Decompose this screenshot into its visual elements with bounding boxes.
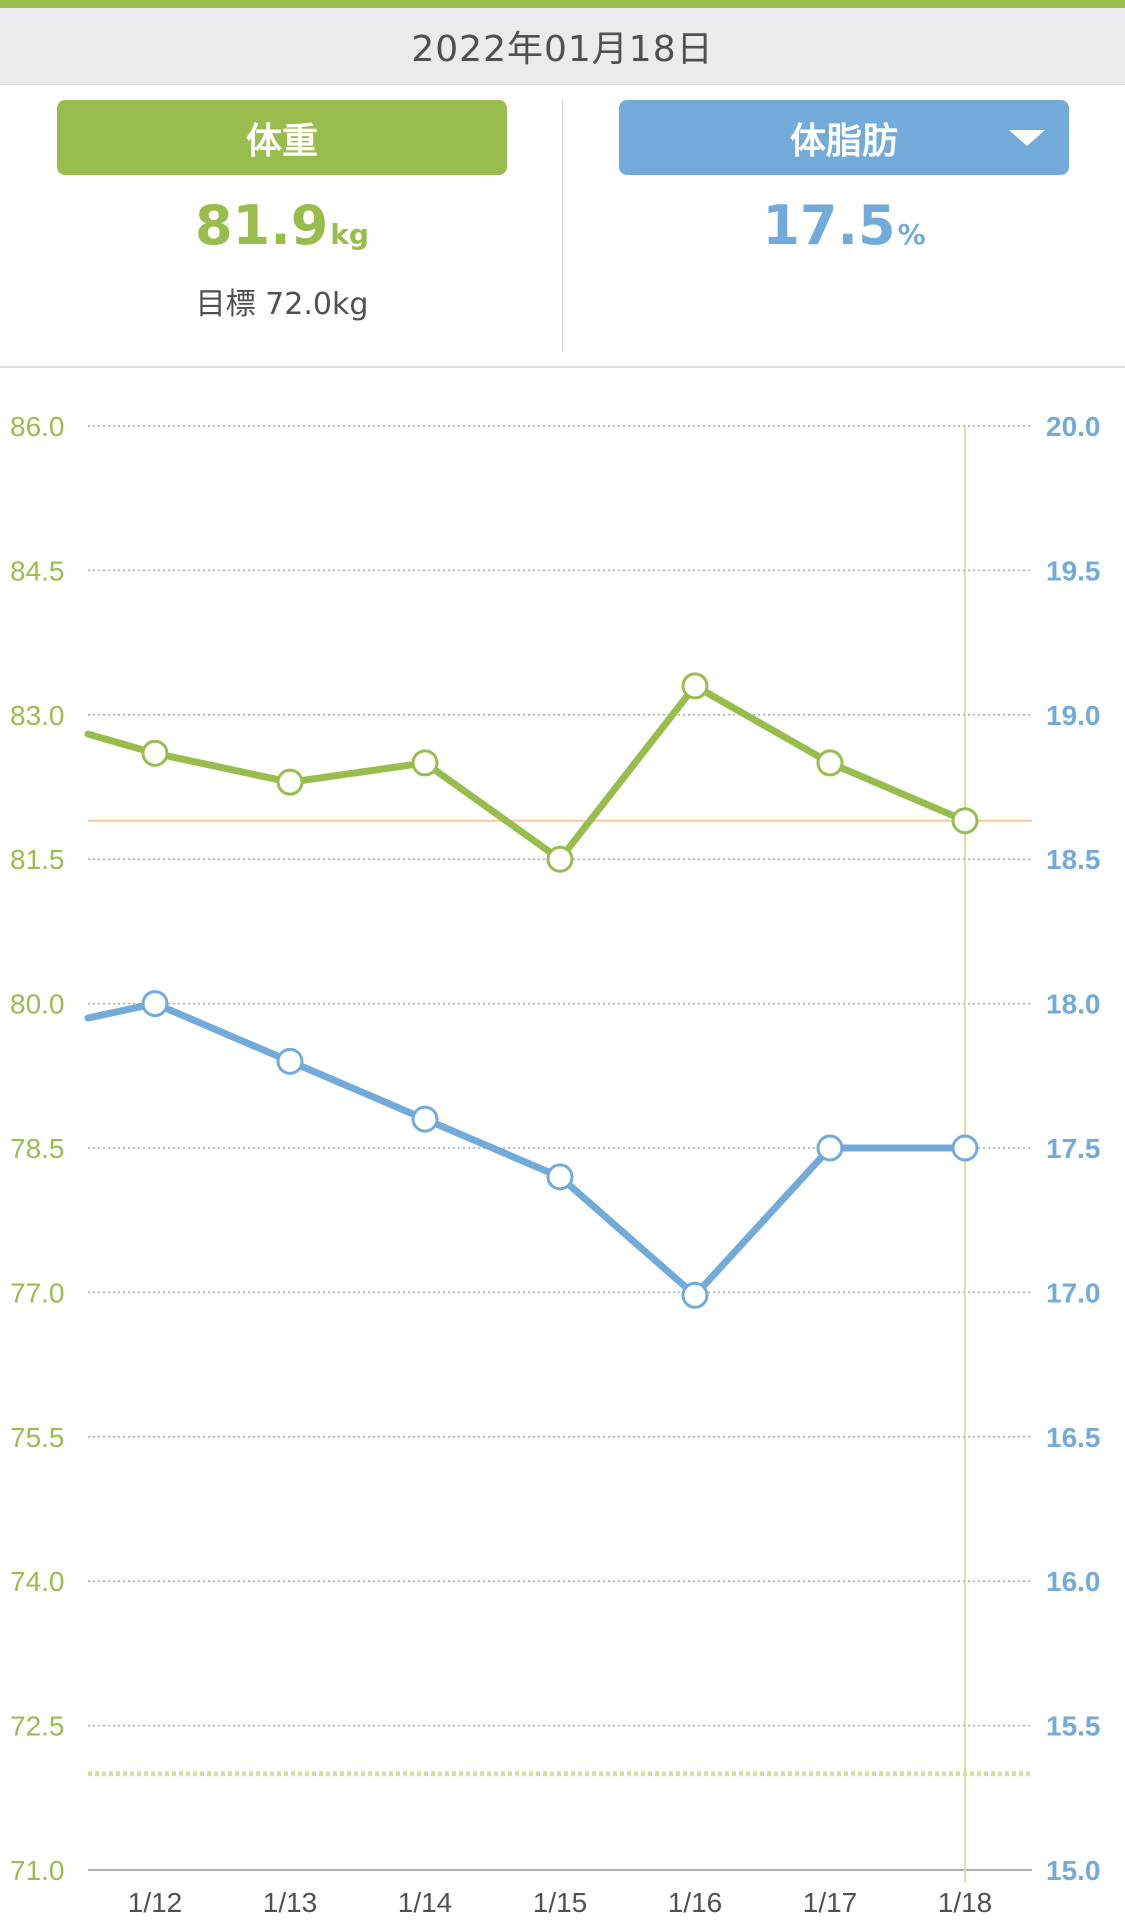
weight-number: 81.9 (195, 194, 329, 257)
data-point (276, 768, 304, 796)
right-axis-tick: 15.0 (1046, 1855, 1101, 1886)
data-point (951, 1134, 979, 1162)
left-axis-tick: 78.5 (10, 1133, 65, 1164)
series-line-0 (84, 682, 969, 863)
left-axis-tick: 77.0 (10, 1277, 65, 1308)
date-header: 2022年01月18日 (0, 8, 1125, 85)
left-axis-tick: 86.0 (10, 411, 65, 442)
series-line-1 (84, 1000, 969, 1299)
data-point (411, 1105, 439, 1133)
weight-value: 81.9kg (57, 199, 507, 253)
right-axis-tick: 19.0 (1046, 700, 1101, 731)
top-accent-bar (0, 0, 1125, 8)
x-axis-tick: 1/17 (803, 1887, 858, 1918)
weight-button-label: 体重 (245, 120, 318, 162)
data-point (681, 672, 709, 700)
data-point (546, 845, 574, 873)
data-point (951, 807, 979, 835)
right-axis-tick: 20.0 (1046, 411, 1101, 442)
body-fat-value: 17.5% (619, 199, 1069, 253)
date-label: 2022年01月18日 (411, 29, 714, 70)
left-axis-tick: 80.0 (10, 989, 65, 1020)
x-axis-tick: 1/16 (668, 1887, 723, 1918)
data-point (681, 1281, 709, 1309)
data-point (546, 1163, 574, 1191)
body-fat-panel: 体脂肪 17.5% (619, 100, 1069, 360)
left-axis-tick: 71.0 (10, 1855, 65, 1886)
data-point (816, 749, 844, 777)
body-fat-dropdown-button[interactable]: 体脂肪 (619, 100, 1069, 175)
left-axis-tick: 75.5 (10, 1422, 65, 1453)
left-axis-tick: 72.5 (10, 1711, 65, 1742)
caret-down-icon (1009, 130, 1045, 146)
right-axis-tick: 16.0 (1046, 1566, 1101, 1597)
left-axis-tick: 83.0 (10, 700, 65, 731)
goal-weight: 目標 72.0kg (195, 287, 369, 322)
right-axis-tick: 18.5 (1046, 844, 1101, 875)
right-axis-tick: 17.5 (1046, 1133, 1101, 1164)
weight-unit: kg (330, 218, 369, 251)
data-point (141, 739, 169, 767)
left-axis-tick: 81.5 (10, 844, 65, 875)
right-axis-tick: 17.0 (1046, 1277, 1101, 1308)
right-axis-tick: 15.5 (1046, 1711, 1101, 1742)
x-axis-tick: 1/15 (533, 1887, 588, 1918)
x-axis-tick: 1/12 (128, 1887, 183, 1918)
data-point (276, 1047, 304, 1075)
left-axis-tick: 74.0 (10, 1566, 65, 1597)
right-axis-tick: 18.0 (1046, 989, 1101, 1020)
data-point (411, 749, 439, 777)
x-axis-tick: 1/14 (398, 1887, 453, 1918)
weight-button[interactable]: 体重 (57, 100, 507, 175)
right-axis-tick: 16.5 (1046, 1422, 1101, 1453)
body-fat-unit: % (897, 218, 926, 251)
x-axis-tick: 1/13 (263, 1887, 318, 1918)
body-fat-button-label: 体脂肪 (789, 120, 898, 162)
panel-divider (562, 100, 563, 352)
data-point (816, 1134, 844, 1162)
x-axis-tick: 1/18 (938, 1887, 993, 1918)
weight-panel: 体重 81.9kg 目標 72.0kg (57, 100, 507, 360)
body-fat-number: 17.5 (762, 194, 896, 257)
right-axis-tick: 19.5 (1046, 555, 1101, 586)
left-axis-tick: 84.5 (10, 555, 65, 586)
data-point (141, 990, 169, 1018)
header-divider (0, 366, 1125, 368)
